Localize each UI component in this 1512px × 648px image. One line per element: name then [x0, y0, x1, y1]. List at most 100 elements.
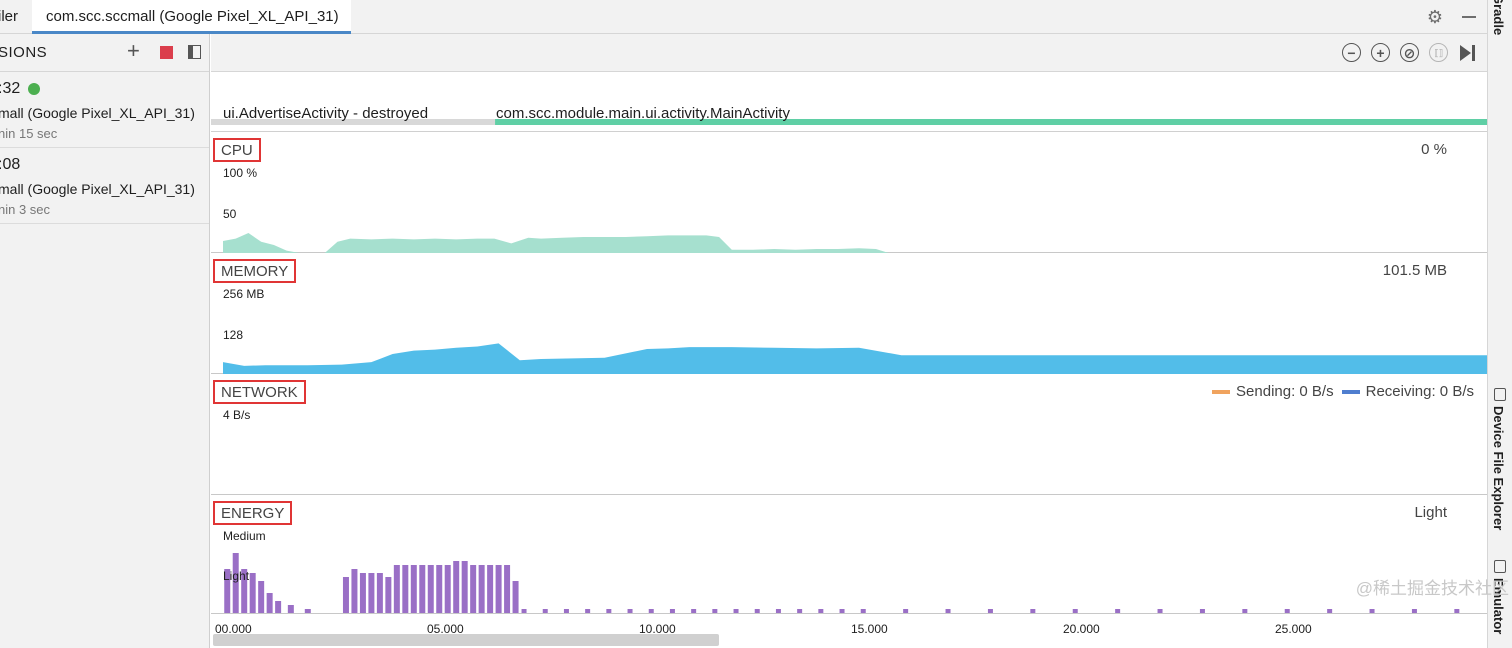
- energy-bar-low: [627, 609, 633, 613]
- cpu-axis-mid: 50: [223, 207, 237, 221]
- zoom-out-icon[interactable]: −: [1342, 43, 1361, 62]
- energy-bar: [359, 573, 366, 613]
- energy-bar: [232, 553, 239, 613]
- energy-bar: [393, 565, 400, 613]
- energy-bar: [368, 573, 375, 613]
- cpu-label: CPU: [213, 138, 261, 162]
- energy-bar: [241, 569, 248, 613]
- time-tick-label: 00.000: [215, 622, 252, 636]
- time-tick-label: 20.000: [1063, 622, 1100, 636]
- network-legend: Sending: 0 B/s Receiving: 0 B/s: [1212, 383, 1474, 400]
- energy-bar: [512, 581, 519, 613]
- reset-zoom-icon[interactable]: ⊘: [1400, 43, 1419, 62]
- energy-bar: [495, 565, 502, 613]
- emulator-tool-button[interactable]: Emulator: [1491, 578, 1506, 635]
- energy-bar: [275, 601, 282, 613]
- stop-session-button[interactable]: [160, 46, 173, 59]
- energy-bar-low: [945, 609, 951, 613]
- energy-value: Light: [1414, 504, 1447, 521]
- sessions-panel: SIONS + :32 mall (Google Pixel_XL_API_31…: [0, 34, 210, 648]
- legend-receiving: Receiving: 0 B/s: [1341, 383, 1474, 400]
- energy-bar: [402, 565, 409, 613]
- gear-icon[interactable]: ⚙: [1426, 6, 1444, 27]
- session-duration: nin 15 sec: [0, 126, 58, 141]
- session-item[interactable]: :08 mall (Google Pixel_XL_API_31) nin 3 …: [0, 148, 209, 224]
- device-file-explorer-icon: [1494, 388, 1506, 401]
- session-name: mall (Google Pixel_XL_API_31): [0, 181, 195, 197]
- memory-chart: [223, 343, 1487, 374]
- memory-track[interactable]: MEMORY 101.5 MB 256 MB 128: [211, 254, 1487, 374]
- session-time: :08: [0, 156, 21, 173]
- energy-bar: [461, 561, 468, 613]
- activity-bar: [495, 119, 1488, 125]
- energy-bar-low: [691, 609, 697, 613]
- tab-session[interactable]: com.scc.sccmall (Google Pixel_XL_API_31): [32, 0, 351, 34]
- energy-bar-low: [775, 609, 781, 613]
- activity-bar: [211, 119, 508, 125]
- play-bar: [1472, 45, 1475, 61]
- session-item[interactable]: :32 mall (Google Pixel_XL_API_31) nin 15…: [0, 72, 209, 148]
- timeline-scrollbar[interactable]: [213, 634, 719, 646]
- energy-bar-low: [797, 609, 803, 613]
- time-axis: 00.000 05.000 10.000 15.000 20.000 25.000: [211, 614, 1487, 636]
- add-session-button[interactable]: +: [127, 38, 140, 63]
- energy-bar-low: [818, 609, 824, 613]
- legend-swatch: [1341, 389, 1360, 394]
- network-label: NETWORK: [213, 380, 306, 404]
- energy-bar: [304, 609, 311, 613]
- energy-bar: [436, 565, 443, 613]
- sessions-header: SIONS +: [0, 34, 209, 72]
- energy-bar-low: [987, 609, 993, 613]
- energy-bar-low: [542, 609, 548, 613]
- memory-label: MEMORY: [213, 259, 297, 283]
- energy-bar-low: [1157, 609, 1163, 613]
- gradle-tool-button[interactable]: Gradle: [1491, 0, 1506, 36]
- session-active-indicator: [28, 83, 40, 95]
- energy-bar: [453, 561, 460, 613]
- energy-bar: [504, 565, 511, 613]
- attach-to-live-icon[interactable]: ⟦⟧: [1429, 43, 1448, 62]
- tab-bar: iler com.scc.sccmall (Google Pixel_XL_AP…: [0, 0, 1487, 34]
- cpu-chart: [223, 233, 889, 253]
- energy-track[interactable]: ENERGY Light Medium Light: [211, 496, 1487, 614]
- activity-label: ui.AdvertiseActivity - destroyed: [223, 105, 429, 122]
- energy-axis-medium: Medium: [223, 529, 266, 543]
- energy-bar-low: [521, 609, 527, 613]
- energy-axis-light: Light: [223, 569, 250, 583]
- energy-bar-low: [754, 609, 760, 613]
- memory-axis-max: 256 MB: [223, 287, 265, 301]
- memory-area-series: [223, 343, 1487, 374]
- energy-bar-low: [1454, 609, 1460, 613]
- energy-bar-low: [1411, 609, 1417, 613]
- energy-bar-low: [1030, 609, 1036, 613]
- collapse-panel-icon[interactable]: [188, 45, 201, 59]
- minimize-icon[interactable]: [1459, 7, 1479, 27]
- energy-label: ENERGY: [213, 501, 293, 525]
- zoom-in-icon[interactable]: +: [1371, 43, 1390, 62]
- minimize-line: [1462, 16, 1476, 18]
- network-track[interactable]: NETWORK Sending: 0 B/s Receiving: 0 B/s …: [211, 375, 1487, 495]
- session-time: :32: [0, 80, 21, 97]
- time-tick-label: 10.000: [639, 622, 676, 636]
- energy-bar: [444, 565, 451, 613]
- session-name: mall (Google Pixel_XL_API_31): [0, 105, 195, 121]
- time-tick-label: 15.000: [851, 622, 888, 636]
- legend-swatch: [1212, 389, 1231, 394]
- device-file-explorer-tool-button[interactable]: Device File Explorer: [1491, 406, 1506, 531]
- cpu-track[interactable]: CPU 0 % 100 % 50: [211, 133, 1487, 253]
- tab-actions: ⚙: [1425, 7, 1479, 27]
- energy-bar-low: [733, 609, 739, 613]
- session-duration: nin 3 sec: [0, 202, 51, 217]
- tab-profiler[interactable]: iler: [0, 8, 19, 25]
- energy-bar: [419, 565, 426, 613]
- activity-bars: [211, 119, 1488, 125]
- energy-bar: [470, 565, 477, 613]
- activity-row: ui.AdvertiseActivity - destroyed com.scc…: [211, 72, 1488, 132]
- energy-bar: [249, 573, 256, 613]
- energy-bar-low: [1369, 609, 1375, 613]
- energy-bar: [258, 581, 265, 613]
- go-to-live-icon[interactable]: [1458, 43, 1477, 62]
- activity-label: com.scc.module.main.ui.activity.MainActi…: [496, 105, 790, 122]
- energy-bar-low: [712, 609, 718, 613]
- cpu-area-series: [223, 233, 889, 253]
